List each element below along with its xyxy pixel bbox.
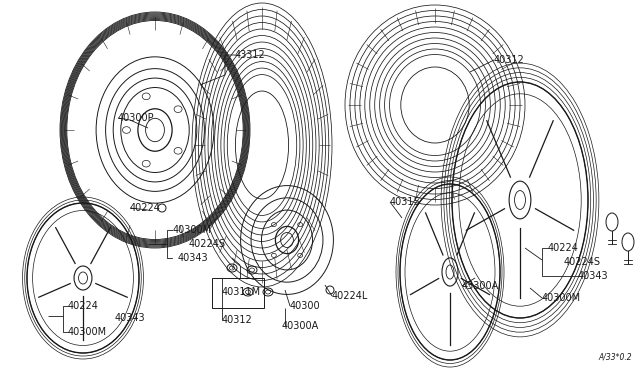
Text: 43312: 43312 — [235, 50, 266, 60]
Text: 40343: 40343 — [178, 253, 209, 263]
Text: 40300A: 40300A — [282, 321, 319, 331]
Text: A/33*0.2: A/33*0.2 — [598, 353, 632, 362]
Text: 40224: 40224 — [130, 203, 161, 213]
Text: 40224L: 40224L — [332, 291, 369, 301]
Text: 40300M: 40300M — [173, 225, 212, 235]
Text: 40224S: 40224S — [189, 239, 226, 249]
Text: 40343: 40343 — [115, 313, 146, 323]
Text: 40312: 40312 — [222, 315, 253, 325]
Text: 40300M: 40300M — [68, 327, 107, 337]
Text: 40311M: 40311M — [222, 287, 261, 297]
Text: 40315: 40315 — [390, 197, 420, 207]
Text: 40343: 40343 — [578, 271, 609, 281]
Text: 40300: 40300 — [290, 301, 321, 311]
Text: 40300M: 40300M — [542, 293, 581, 303]
Text: 40224: 40224 — [548, 243, 579, 253]
Text: 40224S: 40224S — [564, 257, 601, 267]
Text: 40224: 40224 — [68, 301, 99, 311]
Text: 43300A: 43300A — [462, 281, 499, 291]
Text: 40312: 40312 — [494, 55, 525, 65]
Text: 40300P: 40300P — [118, 113, 155, 123]
